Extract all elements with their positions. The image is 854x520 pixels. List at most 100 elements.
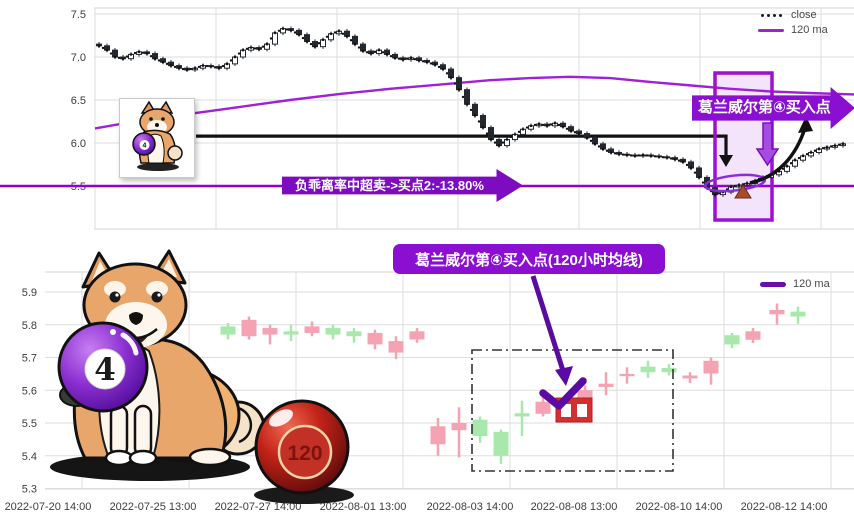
close-dot <box>517 130 521 134</box>
close-dot <box>589 139 593 143</box>
dog-eye <box>149 117 153 121</box>
x-tick-label: 2022-07-20 14:00 <box>5 501 92 513</box>
granville-buy-annotation-bottom: 葛兰威尔第④买入点(120小时均线) <box>393 244 665 274</box>
x-tick-label: 2022-07-27 14:00 <box>215 501 302 513</box>
close-dot <box>121 57 125 61</box>
legend-item-120ma-bottom[interactable]: 120 ma <box>760 277 830 292</box>
close-dot <box>173 65 177 69</box>
close-dot <box>429 62 433 65</box>
oversold-annotation-label: 负乖离率中超卖->买点2:-13.80% <box>295 178 484 193</box>
close-dot <box>329 32 333 36</box>
close-dot <box>493 141 497 144</box>
shiba-dog-badge-image: 4 <box>119 98 195 178</box>
close-dot <box>625 153 629 157</box>
close-dot <box>253 47 257 50</box>
close-dot <box>677 159 681 162</box>
close-dot <box>389 54 393 58</box>
close-dot <box>209 65 213 68</box>
x-tick-label: 2022-07-25 13:00 <box>110 501 197 513</box>
candle-body <box>488 127 494 141</box>
candle-body <box>703 360 719 374</box>
close-dot <box>373 50 377 54</box>
close-dot <box>201 64 205 67</box>
candle-body <box>724 335 740 345</box>
close-dot <box>697 176 701 179</box>
close-dot <box>453 82 457 85</box>
dog-brow <box>104 281 126 297</box>
close-dot <box>181 67 185 71</box>
close-dot <box>277 29 281 32</box>
close-dot <box>309 42 313 46</box>
ball-4-number: 4 <box>143 143 147 150</box>
close-dot <box>613 152 617 155</box>
bottom-chart-legend: 120 ma <box>760 277 830 292</box>
close-dot <box>733 184 737 188</box>
close-dot <box>217 66 221 70</box>
close-dot <box>717 192 721 195</box>
close-dot <box>433 63 437 67</box>
candle-body <box>304 326 320 333</box>
close-dot <box>573 131 577 134</box>
close-dot <box>813 149 817 152</box>
close-dot <box>213 66 217 69</box>
y-tick-label: 7.5 <box>71 9 86 21</box>
purple-down-arrow <box>755 122 780 167</box>
close-dot <box>549 123 553 126</box>
y-tick-label: 7.0 <box>71 52 86 64</box>
curved-recovery-arrow <box>749 127 807 185</box>
legend-item-close[interactable]: close <box>758 8 828 23</box>
y-tick-label: 5.4 <box>22 451 37 463</box>
close-dot <box>109 52 113 55</box>
close-dot <box>177 66 181 70</box>
close-dot <box>713 193 717 196</box>
close-dot <box>673 158 677 161</box>
close-dot <box>689 166 693 170</box>
candle-body <box>409 331 425 340</box>
candle-body <box>769 310 785 315</box>
close-dot <box>665 156 669 159</box>
legend-120ma-label: 120 ma <box>791 24 828 36</box>
close-dot <box>157 59 161 62</box>
y-tick-label: 5.8 <box>22 320 37 332</box>
candle-body <box>451 423 467 431</box>
candle-body <box>577 390 593 402</box>
close-dot <box>797 156 801 160</box>
dog-eye-glint <box>115 293 119 297</box>
close-dot <box>533 123 537 127</box>
close-dot <box>385 53 389 56</box>
dog-shadow <box>137 163 179 171</box>
candle-body <box>598 383 614 387</box>
close-dot <box>365 51 369 54</box>
dog-eye <box>109 291 121 303</box>
candle-body <box>325 328 341 335</box>
close-dot <box>621 153 625 156</box>
close-dot <box>197 65 201 69</box>
close-dot <box>377 48 381 52</box>
close-dot <box>285 28 289 31</box>
close-dot <box>97 44 101 48</box>
close-dot <box>325 35 329 38</box>
candle-body <box>241 319 257 337</box>
x-tick-label: 2022-08-03 14:00 <box>427 501 514 513</box>
bottom-candles <box>220 303 806 464</box>
ball-4-number: 4 <box>94 352 116 388</box>
candle-body <box>661 367 677 373</box>
close-dot <box>417 59 421 62</box>
close-dot <box>585 136 589 140</box>
close-dot <box>545 124 549 128</box>
checkmark <box>539 377 587 410</box>
close-dot <box>333 31 337 34</box>
close-dot <box>337 29 341 33</box>
close-dot <box>225 62 229 66</box>
legend-item-120ma[interactable]: 120 ma <box>758 23 828 38</box>
x-tick-label: 2022-08-08 13:00 <box>531 501 618 513</box>
ball-4-highlight <box>120 332 139 356</box>
close-dot <box>185 68 189 72</box>
close-dot <box>457 88 461 91</box>
close-dot <box>477 120 481 123</box>
close-dot <box>605 149 609 152</box>
top-candles <box>96 26 846 197</box>
close-dot <box>693 171 697 174</box>
close-dot <box>305 40 309 43</box>
